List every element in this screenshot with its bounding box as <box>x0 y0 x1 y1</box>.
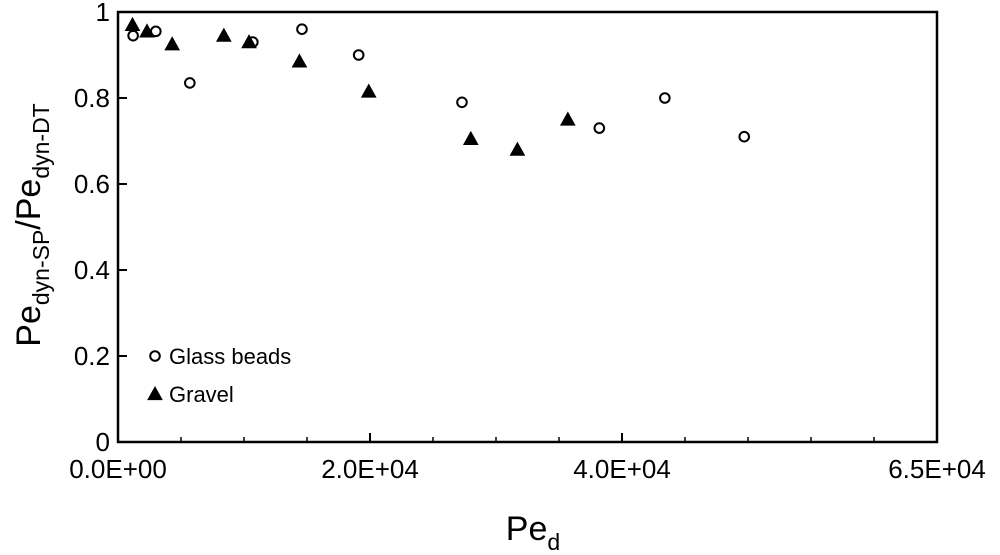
y-tick-label-3: 0.6 <box>74 169 110 199</box>
x-axis-title: Ped <box>506 510 560 555</box>
point-glass-beads-0 <box>127 29 139 42</box>
point-glass-beads-7 <box>593 122 606 134</box>
point-gravel-2 <box>164 36 181 51</box>
legend-label-gravel: Gravel <box>169 382 234 407</box>
y-axis-title-sub1: dyn-SP <box>28 230 54 305</box>
svg-text:Pedyn-SP/Pedyn-DT: Pedyn-SP/Pedyn-DT <box>10 103 54 346</box>
svg-text:Ped: Ped <box>506 510 560 555</box>
y-axis-title: Pedyn-SP/Pedyn-DT <box>10 103 54 346</box>
point-gravel-1 <box>139 23 155 38</box>
point-gravel-7 <box>462 130 479 145</box>
point-gravel-5 <box>291 53 308 68</box>
series-glass-beads <box>127 23 751 143</box>
series-gravel <box>124 16 576 156</box>
point-glass-beads-2 <box>184 77 196 89</box>
point-gravel-4 <box>241 34 257 49</box>
x-axis-title-sub: d <box>547 529 560 555</box>
point-glass-beads-8 <box>659 92 671 104</box>
point-glass-beads-9 <box>738 130 751 143</box>
point-gravel-6 <box>360 83 377 98</box>
x-tick-label-3: 6.5E+04 <box>888 454 986 484</box>
point-gravel-3 <box>215 27 232 42</box>
y-tick-label-2: 0.4 <box>74 255 110 285</box>
point-glass-beads-4 <box>296 23 308 36</box>
x-tick-label-2: 4.0E+04 <box>573 454 671 484</box>
x-axis-title-main: Pe <box>506 510 548 548</box>
legend-marker-gravel <box>147 385 163 401</box>
plot-frame <box>116 10 939 444</box>
y-axis-title-sub2: dyn-DT <box>28 103 54 178</box>
y-axis-title-main1: Pe <box>10 305 48 347</box>
y-tick-label-0: 0 <box>96 427 110 457</box>
point-glass-beads-5 <box>352 49 365 61</box>
y-tick-label-4: 0.8 <box>74 83 110 113</box>
x-tick-label-0: 0.0E+00 <box>69 454 167 484</box>
legend: Glass beads Gravel <box>147 344 291 407</box>
point-gravel-0 <box>124 16 141 31</box>
legend-marker-glass-beads <box>149 350 161 362</box>
legend-label-glass-beads: Glass beads <box>169 344 291 369</box>
point-glass-beads-6 <box>456 96 468 109</box>
y-tick-label-5: 1 <box>96 0 110 27</box>
y-tick-label-1: 0.2 <box>74 341 110 371</box>
x-tick-label-1: 2.0E+04 <box>321 454 419 484</box>
point-gravel-9 <box>559 111 576 126</box>
y-axis-title-main2: /Pe <box>10 179 48 230</box>
point-gravel-8 <box>509 141 526 156</box>
